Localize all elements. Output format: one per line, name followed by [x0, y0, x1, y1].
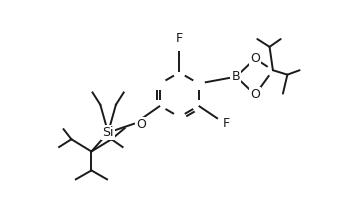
- Text: O: O: [250, 88, 260, 101]
- Text: B: B: [232, 70, 240, 83]
- Text: O: O: [136, 118, 146, 131]
- Text: F: F: [223, 117, 230, 130]
- Text: Si: Si: [102, 126, 114, 139]
- Text: F: F: [176, 32, 183, 45]
- Text: O: O: [250, 52, 260, 65]
